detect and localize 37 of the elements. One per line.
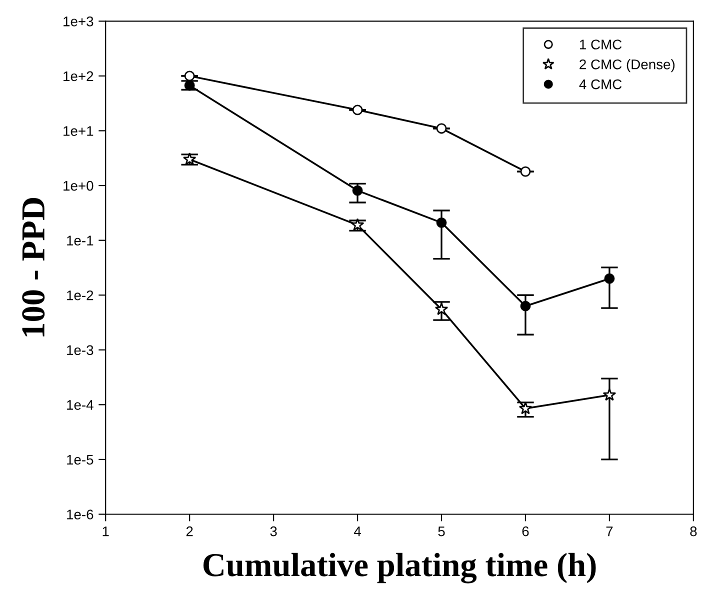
point — [182, 152, 196, 166]
x-tick-label: 5 — [438, 526, 445, 536]
point — [520, 300, 531, 312]
point — [352, 104, 363, 116]
legend-label: 4 CMC — [579, 79, 622, 90]
y-tick-label: 1e+3 — [64, 16, 94, 26]
y-tick-label: 1e-4 — [67, 400, 94, 410]
y-axis-title: 100 - PPD — [22, 198, 45, 336]
x-tick-label: 4 — [354, 526, 361, 536]
y-tick-label: 1e+0 — [64, 180, 94, 191]
point — [184, 70, 195, 82]
point — [604, 273, 615, 284]
point — [436, 217, 447, 228]
y-tick-label: 1e+2 — [64, 71, 94, 82]
point — [350, 218, 364, 231]
point — [436, 123, 447, 134]
y-tick-label: 1e-1 — [67, 236, 94, 246]
x-tick-label: 1 — [102, 526, 109, 536]
point — [434, 302, 448, 316]
x-tick-label: 3 — [270, 526, 277, 536]
point — [352, 185, 363, 196]
x-axis-title: Cumulative plating time (h) — [203, 552, 596, 584]
x-tick-label: 7 — [606, 526, 613, 536]
y-tick-label: 1e-3 — [67, 345, 94, 356]
point — [520, 166, 531, 177]
x-tick-label: 8 — [690, 526, 697, 536]
point — [518, 402, 532, 414]
y-tick-label: 1e+1 — [64, 126, 94, 136]
point — [184, 80, 195, 91]
legend-label: 1 CMC — [580, 40, 622, 50]
y-tick-label: 1e-6 — [67, 510, 94, 520]
y-tick-label: 1e-2 — [67, 290, 94, 300]
x-tick-label: 6 — [522, 526, 529, 536]
x-tick-label: 2 — [186, 526, 193, 536]
point — [602, 388, 616, 401]
y-tick-label: 1e-5 — [67, 454, 94, 465]
legend-label: 2 CMC (Dense) — [580, 59, 675, 72]
